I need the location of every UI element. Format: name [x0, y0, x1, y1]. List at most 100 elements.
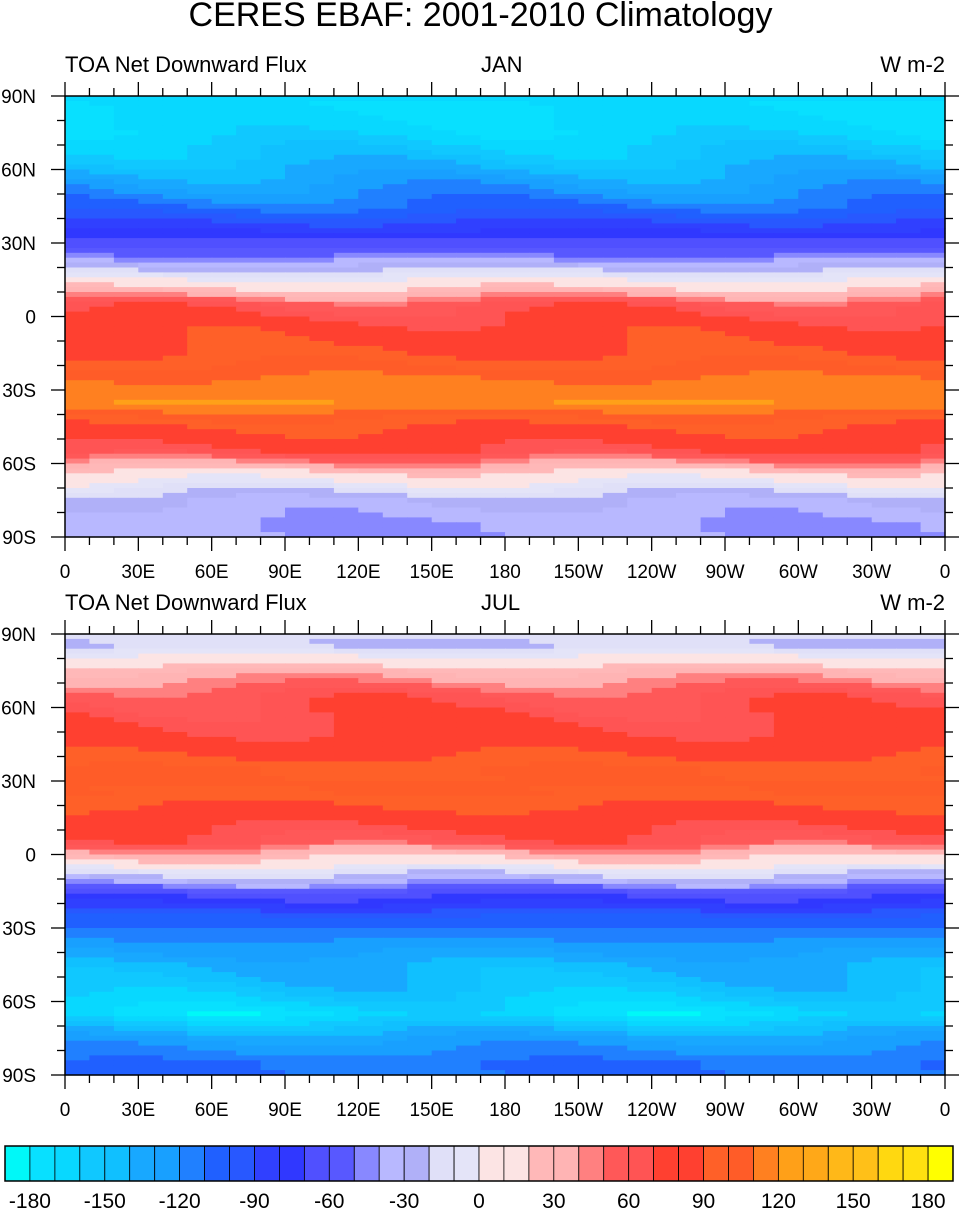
- map-cell: [309, 766, 335, 772]
- map-cell: [896, 429, 922, 435]
- map-cell: [602, 96, 628, 102]
- map-cell: [847, 306, 873, 313]
- map-cell: [847, 272, 873, 278]
- map-cell: [456, 795, 482, 802]
- map-cell: [871, 390, 897, 396]
- map-cell: [627, 336, 653, 342]
- map-cell: [138, 125, 164, 131]
- map-cell: [725, 316, 750, 322]
- map-cell: [773, 820, 799, 826]
- map-cell: [773, 409, 799, 416]
- map-cell: [920, 756, 946, 762]
- map-cell: [798, 834, 824, 841]
- map-cell: [431, 287, 457, 293]
- map-cell: [553, 766, 579, 772]
- map-cell: [260, 532, 286, 538]
- map-cell: [382, 448, 408, 455]
- map-cell: [627, 492, 653, 499]
- map-cell: [798, 115, 824, 122]
- map-cell: [382, 805, 408, 811]
- map-cell: [602, 218, 628, 224]
- map-cell: [896, 668, 922, 674]
- map-cell: [871, 751, 897, 758]
- map-cell: [798, 409, 824, 416]
- map-cell: [89, 732, 115, 738]
- map-cell: [896, 149, 922, 156]
- map-cell: [602, 292, 628, 298]
- map-cell: [211, 448, 237, 455]
- map-cell: [113, 179, 139, 185]
- map-cell: [725, 692, 750, 699]
- map-cell: [700, 683, 726, 689]
- map-cell: [480, 810, 506, 816]
- map-cell: [113, 722, 139, 728]
- map-cell: [871, 707, 897, 713]
- map-cell: [138, 473, 164, 479]
- map-cell: [138, 448, 164, 455]
- map-cell: [162, 790, 188, 797]
- map-cell: [211, 360, 237, 367]
- map-cell: [896, 208, 922, 215]
- map-cell: [749, 159, 775, 166]
- map-cell: [725, 350, 750, 357]
- map-cell: [187, 154, 213, 161]
- map-cell: [138, 257, 164, 264]
- map-cell: [553, 419, 579, 425]
- map-cell: [456, 130, 482, 136]
- map-cell: [407, 189, 433, 195]
- map-cell: [285, 648, 310, 655]
- map-cell: [651, 252, 677, 259]
- map-cell: [798, 149, 824, 156]
- map-cell: [333, 326, 359, 332]
- map-cell: [676, 785, 702, 792]
- map-cell: [602, 228, 628, 234]
- map-cell: [896, 673, 922, 679]
- map-cell: [407, 800, 433, 807]
- map-cell: [285, 532, 310, 538]
- map-cell: [651, 292, 677, 298]
- map-cell: [798, 434, 824, 440]
- map-cell: [333, 810, 359, 816]
- map-cell: [578, 360, 604, 367]
- map-cell: [309, 638, 335, 645]
- map-cell: [358, 815, 384, 821]
- map-cell: [113, 174, 139, 180]
- map-cell: [773, 502, 799, 509]
- map-cell: [113, 120, 139, 126]
- map-cell: [285, 849, 310, 856]
- map-cell: [456, 820, 482, 826]
- panel1-units-label: W m-2: [880, 52, 945, 77]
- map-cell: [553, 223, 579, 229]
- map-cell: [505, 492, 530, 499]
- map-cell: [896, 292, 922, 298]
- map-cell: [260, 404, 286, 411]
- map-cell: [407, 761, 433, 767]
- map-cell: [822, 282, 848, 288]
- map-cell: [578, 815, 604, 821]
- map-cell: [700, 473, 726, 479]
- map-cell: [627, 247, 653, 254]
- map-cell: [431, 341, 457, 347]
- map-cell: [333, 844, 359, 851]
- map-cell: [456, 771, 482, 777]
- map-cell: [113, 527, 139, 533]
- map-cell: [749, 164, 775, 171]
- map-cell: [700, 458, 726, 465]
- map-cell: [578, 663, 604, 669]
- map-cell: [456, 243, 482, 249]
- map-cell: [627, 414, 653, 420]
- map-cell: [920, 326, 946, 332]
- map-cell: [871, 790, 897, 797]
- map-cell: [896, 184, 922, 190]
- map-cell: [651, 120, 677, 126]
- map-cell: [187, 208, 213, 215]
- map-cell: [456, 375, 482, 381]
- map-cell: [896, 414, 922, 420]
- map-cell: [260, 267, 286, 273]
- map-cell: [407, 267, 433, 273]
- map-cell: [89, 638, 115, 645]
- map-cell: [847, 776, 873, 782]
- map-cell: [920, 443, 946, 450]
- map-cell: [505, 673, 530, 679]
- map-cell: [700, 287, 726, 293]
